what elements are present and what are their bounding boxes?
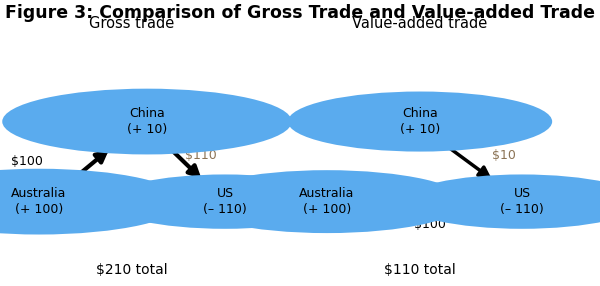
Text: $10: $10: [492, 149, 516, 162]
FancyArrowPatch shape: [398, 190, 461, 213]
Text: Gross trade: Gross trade: [89, 16, 175, 31]
Text: $100: $100: [413, 218, 446, 231]
Ellipse shape: [403, 174, 600, 229]
Text: Value-added trade: Value-added trade: [352, 16, 488, 31]
Text: China
(+ 10): China (+ 10): [127, 107, 167, 136]
Text: $110 total: $110 total: [384, 263, 456, 277]
Ellipse shape: [188, 170, 466, 233]
Ellipse shape: [0, 169, 184, 235]
Ellipse shape: [2, 89, 292, 154]
Ellipse shape: [288, 92, 552, 152]
Text: $100: $100: [11, 155, 43, 168]
Text: US
(– 110): US (– 110): [500, 187, 544, 216]
Text: Figure 3: Comparison of Gross Trade and Value-added Trade: Figure 3: Comparison of Gross Trade and …: [5, 4, 595, 22]
Ellipse shape: [106, 174, 344, 229]
Text: US
(– 110): US (– 110): [203, 187, 247, 216]
Text: Australia
(+ 100): Australia (+ 100): [11, 187, 67, 216]
Text: China
(+ 10): China (+ 10): [400, 107, 440, 136]
Text: Australia
(+ 100): Australia (+ 100): [299, 187, 355, 216]
Text: $110: $110: [185, 149, 217, 162]
Text: $210 total: $210 total: [96, 263, 168, 277]
